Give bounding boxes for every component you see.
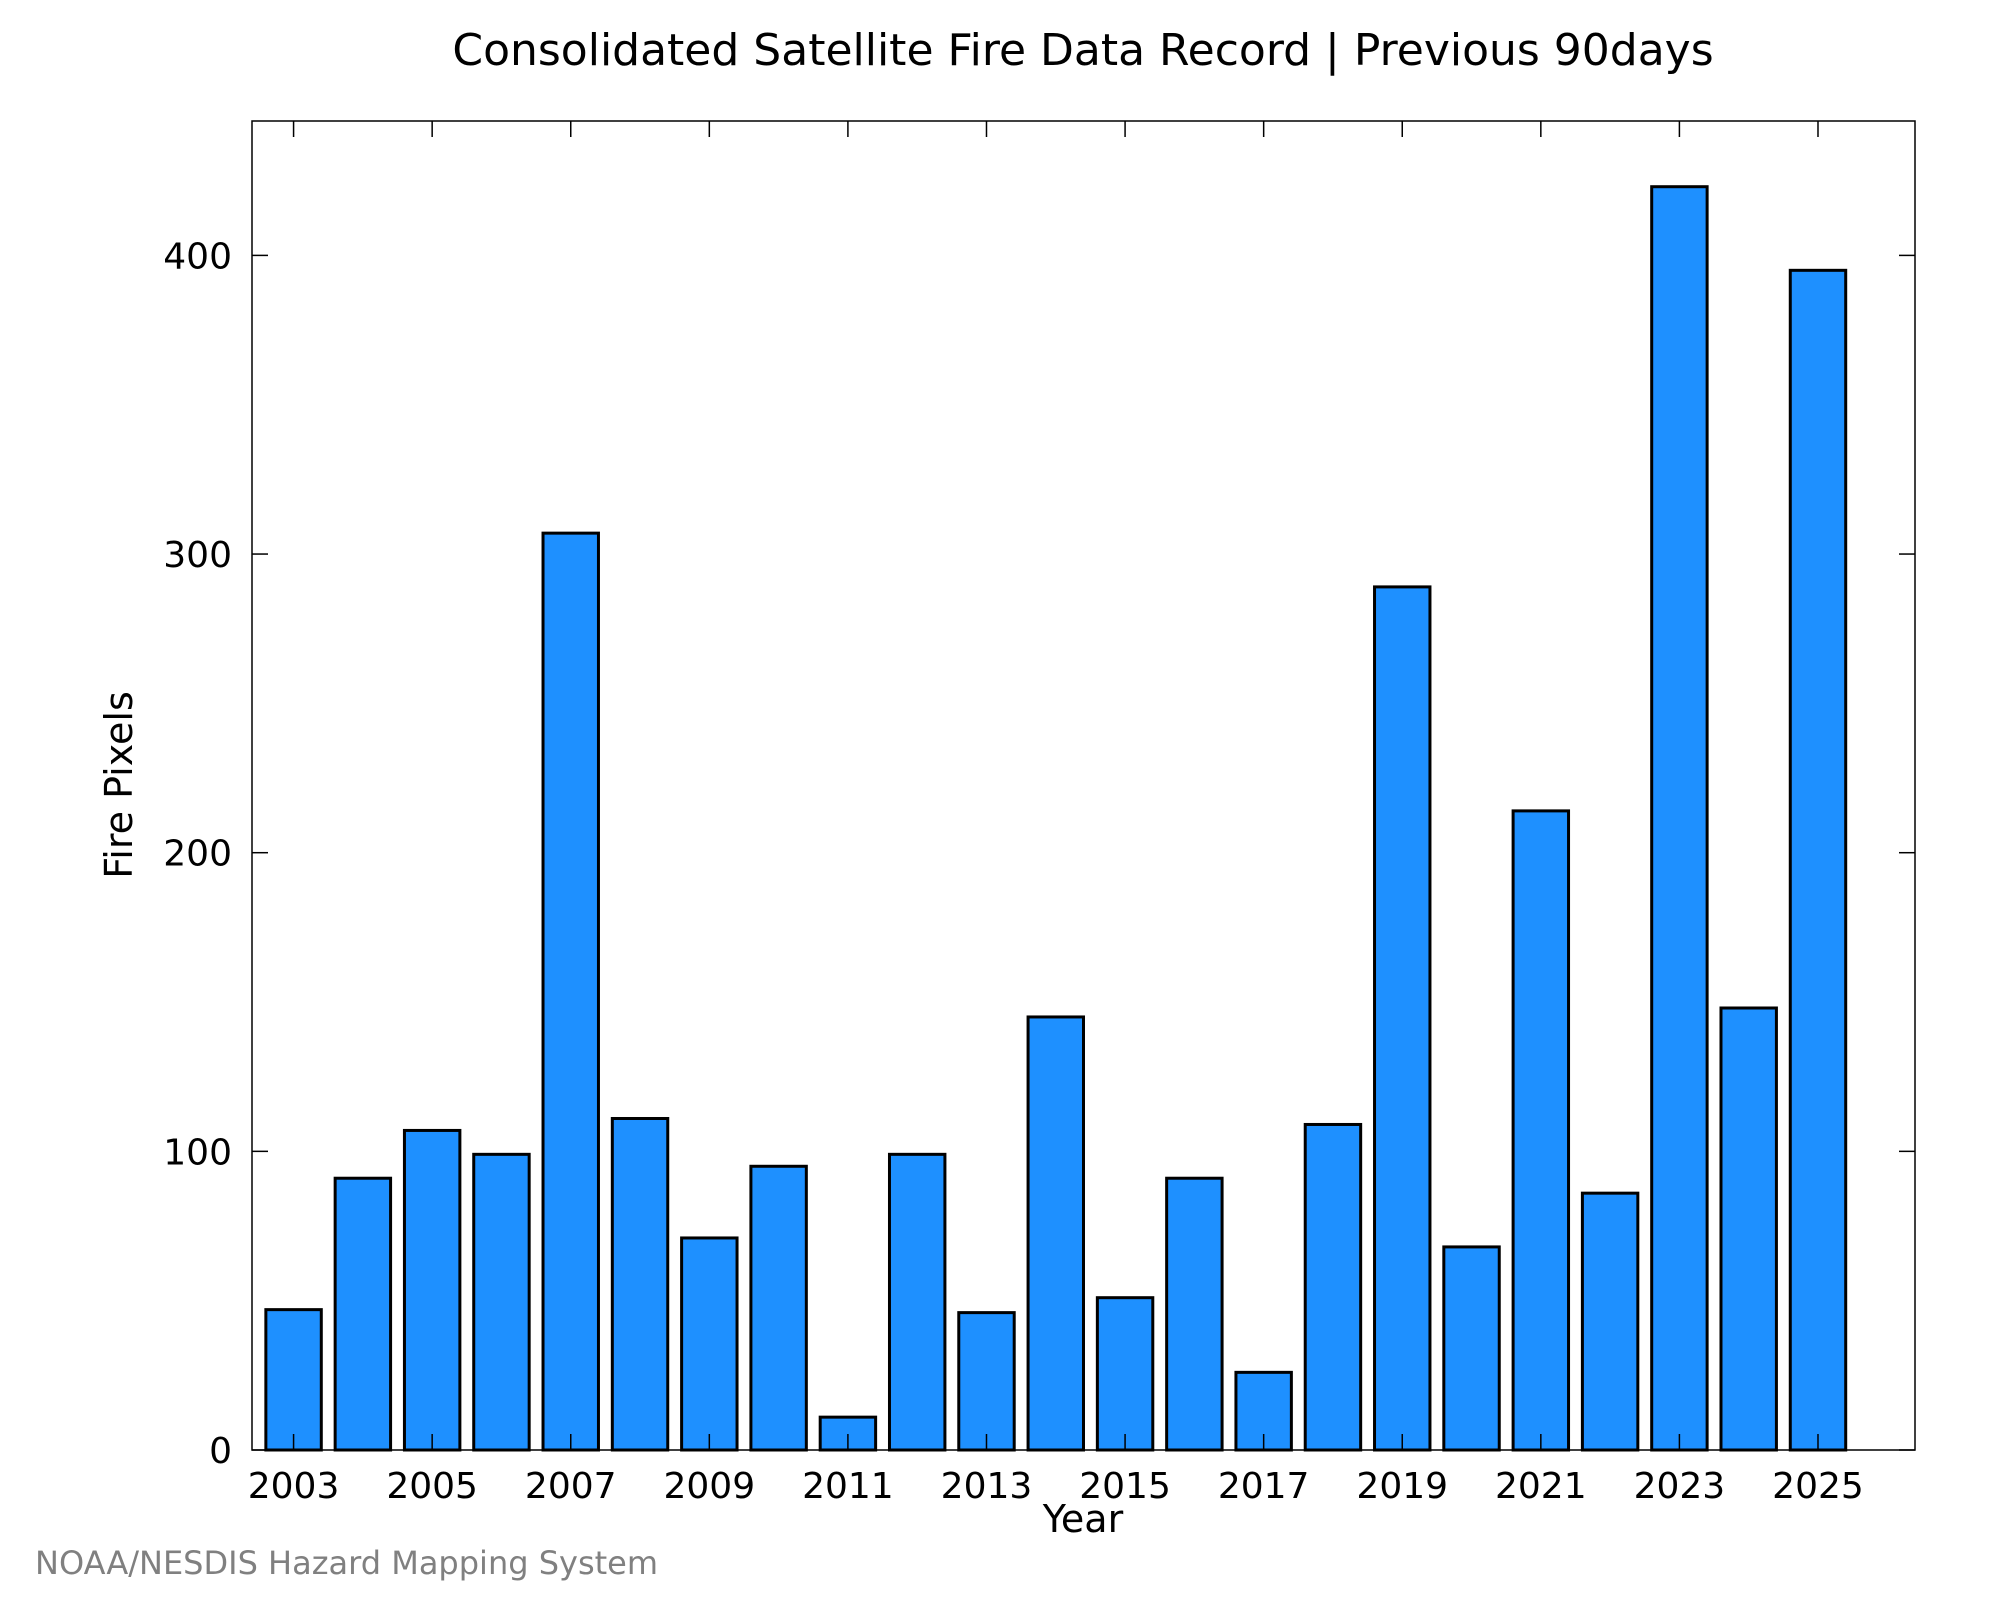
bar-2021 [1511, 809, 1571, 1452]
x-tick-label-2025: 2025 [1772, 1466, 1864, 1507]
credit-text: NOAA/NESDIS Hazard Mapping System [35, 1544, 658, 1582]
x-tick-label-2003: 2003 [248, 1466, 340, 1507]
bar-2015 [1095, 1296, 1155, 1452]
y-tick-label-0: 0 [209, 1431, 232, 1472]
bar-2019 [1373, 585, 1432, 1452]
chart-title: Consolidated Satellite Fire Data Record … [452, 25, 1713, 76]
x-tick-label-2019: 2019 [1356, 1466, 1448, 1507]
y-tick-label-200: 200 [163, 834, 232, 875]
bar-2023 [1650, 185, 1709, 1452]
x-axis-label: Year [1042, 1497, 1124, 1541]
y-tick-label-300: 300 [163, 535, 232, 576]
x-tick-label-2011: 2011 [802, 1466, 894, 1507]
x-tick-label-2021: 2021 [1495, 1466, 1587, 1507]
bar-2016 [1165, 1176, 1224, 1452]
bar-2007 [541, 531, 600, 1452]
plot-frame [251, 120, 1916, 1451]
x-tick-label-2023: 2023 [1634, 1466, 1726, 1507]
bar-2005 [402, 1128, 462, 1452]
y-axis-label: Fire Pixels [97, 691, 141, 879]
x-tick-label-2017: 2017 [1218, 1466, 1310, 1507]
bar-2008 [610, 1116, 670, 1452]
bar-2020 [1442, 1245, 1501, 1452]
bar-2012 [887, 1152, 947, 1452]
bar-2004 [333, 1176, 393, 1452]
x-tick-label-2013: 2013 [941, 1466, 1033, 1507]
ticks-layer: 2003 2005 2007 2009 2011 2013 2015 2017 2019 2021… [163, 121, 1915, 1507]
bar-2018 [1303, 1122, 1363, 1452]
bar-2014 [1026, 1015, 1085, 1452]
x-tick-label-2015: 2015 [1079, 1466, 1171, 1507]
bar-2022 [1580, 1191, 1640, 1452]
x-tick-label-2007: 2007 [525, 1466, 617, 1507]
bar-2009 [680, 1236, 739, 1452]
x-tick-label-2009: 2009 [664, 1466, 756, 1507]
x-tick-label-2005: 2005 [386, 1466, 478, 1507]
bar-2006 [472, 1152, 531, 1452]
bar-2025 [1788, 268, 1848, 1452]
bar-2013 [957, 1311, 1016, 1452]
y-tick-label-400: 400 [163, 236, 232, 277]
bars-layer [264, 185, 1848, 1452]
y-tick-label-100: 100 [163, 1132, 232, 1173]
bar-2024 [1719, 1006, 1778, 1452]
bar-2003 [264, 1308, 323, 1452]
bar-2010 [749, 1164, 808, 1452]
